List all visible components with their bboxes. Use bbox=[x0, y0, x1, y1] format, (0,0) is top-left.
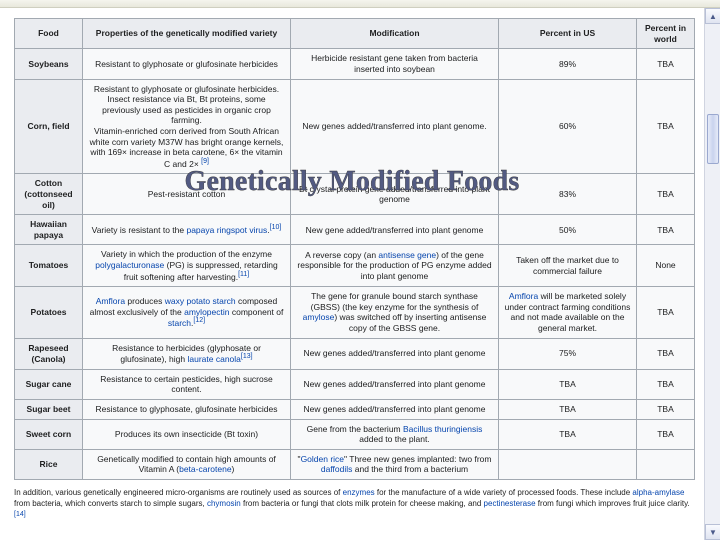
cell-pct-us bbox=[499, 449, 637, 479]
cell-properties: Resistant to glyphosate or glufosinate h… bbox=[83, 79, 291, 174]
table-row: SoybeansResistant to glyphosate or glufo… bbox=[15, 49, 695, 79]
col-header-pct-us[interactable]: Percent in US bbox=[499, 19, 637, 49]
cell-food: Potatoes bbox=[15, 287, 83, 339]
cell-modification: Herbicide resistant gene taken from bact… bbox=[291, 49, 499, 79]
cell-pct-world: TBA bbox=[637, 215, 695, 245]
cell-pct-world: TBA bbox=[637, 419, 695, 449]
cell-pct-world: TBA bbox=[637, 399, 695, 419]
page-content: Food Properties of the genetically modif… bbox=[0, 8, 704, 540]
gm-foods-table: Food Properties of the genetically modif… bbox=[14, 18, 695, 480]
cell-pct-us: TBA bbox=[499, 419, 637, 449]
cell-food: Hawaiian papaya bbox=[15, 215, 83, 245]
cell-food: Rapeseed (Canola) bbox=[15, 338, 83, 369]
cell-pct-world: TBA bbox=[637, 79, 695, 174]
col-header-food[interactable]: Food bbox=[15, 19, 83, 49]
scroll-thumb[interactable] bbox=[707, 114, 719, 164]
cell-modification: New genes added/transferred into plant g… bbox=[291, 369, 499, 399]
cell-pct-world bbox=[637, 449, 695, 479]
cell-properties: Produces its own insecticide (Bt toxin) bbox=[83, 419, 291, 449]
cell-modification: Gene from the bacterium Bacillus thuring… bbox=[291, 419, 499, 449]
cell-pct-us: 50% bbox=[499, 215, 637, 245]
cell-properties: Pest-resistant cotton bbox=[83, 174, 291, 215]
footer-paragraph: In addition, various genetically enginee… bbox=[14, 488, 694, 523]
cell-properties: Variety in which the production of the e… bbox=[83, 245, 291, 287]
cell-pct-us: TBA bbox=[499, 369, 637, 399]
cell-food: Sugar cane bbox=[15, 369, 83, 399]
cell-modification: New genes added/transferred into plant g… bbox=[291, 338, 499, 369]
cell-pct-us: 60% bbox=[499, 79, 637, 174]
col-header-properties[interactable]: Properties of the genetically modified v… bbox=[83, 19, 291, 49]
table-header-row: Food Properties of the genetically modif… bbox=[15, 19, 695, 49]
table-row: Hawaiian papayaVariety is resistant to t… bbox=[15, 215, 695, 245]
cell-food: Sugar beet bbox=[15, 399, 83, 419]
cell-modification: New gene added/transferred into plant ge… bbox=[291, 215, 499, 245]
cell-pct-world: TBA bbox=[637, 49, 695, 79]
cell-pct-us: TBA bbox=[499, 399, 637, 419]
cell-pct-us: 75% bbox=[499, 338, 637, 369]
cell-properties: Resistance to certain pesticides, high s… bbox=[83, 369, 291, 399]
cell-properties: Variety is resistant to the papaya rings… bbox=[83, 215, 291, 245]
scroll-down-button[interactable]: ▼ bbox=[705, 524, 720, 540]
table-row: TomatoesVariety in which the production … bbox=[15, 245, 695, 287]
cell-modification: The gene for granule bound starch syntha… bbox=[291, 287, 499, 339]
table-row: Sweet cornProduces its own insecticide (… bbox=[15, 419, 695, 449]
cell-properties: Resistant to glyphosate or glufosinate h… bbox=[83, 49, 291, 79]
table-row: Sugar caneResistance to certain pesticid… bbox=[15, 369, 695, 399]
cell-food: Sweet corn bbox=[15, 419, 83, 449]
cell-properties: Resistance to herbicides (glyphosate or … bbox=[83, 338, 291, 369]
cell-food: Corn, field bbox=[15, 79, 83, 174]
cell-pct-world: TBA bbox=[637, 338, 695, 369]
table-row: Sugar beetResistance to glyphosate, gluf… bbox=[15, 399, 695, 419]
cell-pct-world: TBA bbox=[637, 174, 695, 215]
cell-pct-us: 83% bbox=[499, 174, 637, 215]
cell-pct-world: TBA bbox=[637, 287, 695, 339]
cell-pct-world: TBA bbox=[637, 369, 695, 399]
cell-pct-us: 89% bbox=[499, 49, 637, 79]
cell-modification: A reverse copy (an antisense gene) of th… bbox=[291, 245, 499, 287]
cell-pct-us: Taken off the market due to commercial f… bbox=[499, 245, 637, 287]
table-row: Cotton (cottonseed oil)Pest-resistant co… bbox=[15, 174, 695, 215]
cell-modification: New genes added/transferred into plant g… bbox=[291, 79, 499, 174]
viewport: Food Properties of the genetically modif… bbox=[0, 8, 720, 540]
cell-properties: Genetically modified to contain high amo… bbox=[83, 449, 291, 479]
cell-modification: "Golden rice" Three new genes implanted:… bbox=[291, 449, 499, 479]
cell-pct-us: Amflora will be marketed solely under co… bbox=[499, 287, 637, 339]
cell-food: Rice bbox=[15, 449, 83, 479]
table-row: Corn, fieldResistant to glyphosate or gl… bbox=[15, 79, 695, 174]
cell-food: Soybeans bbox=[15, 49, 83, 79]
table-body: SoybeansResistant to glyphosate or glufo… bbox=[15, 49, 695, 480]
cell-properties: Resistance to glyphosate, glufosinate he… bbox=[83, 399, 291, 419]
cell-food: Tomatoes bbox=[15, 245, 83, 287]
col-header-pct-world[interactable]: Percent in world bbox=[637, 19, 695, 49]
table-row: Rapeseed (Canola)Resistance to herbicide… bbox=[15, 338, 695, 369]
cell-properties: Amflora produces waxy potato starch comp… bbox=[83, 287, 291, 339]
col-header-modification[interactable]: Modification bbox=[291, 19, 499, 49]
cell-pct-world: None bbox=[637, 245, 695, 287]
table-row: RiceGenetically modified to contain high… bbox=[15, 449, 695, 479]
browser-toolbar-strip bbox=[0, 0, 720, 8]
vertical-scrollbar[interactable]: ▲ ▼ bbox=[704, 8, 720, 540]
cell-modification: New genes added/transferred into plant g… bbox=[291, 399, 499, 419]
scroll-up-button[interactable]: ▲ bbox=[705, 8, 720, 24]
cell-food: Cotton (cottonseed oil) bbox=[15, 174, 83, 215]
table-row: PotatoesAmflora produces waxy potato sta… bbox=[15, 287, 695, 339]
cell-modification: Bt crystal protein gene added/transferre… bbox=[291, 174, 499, 215]
